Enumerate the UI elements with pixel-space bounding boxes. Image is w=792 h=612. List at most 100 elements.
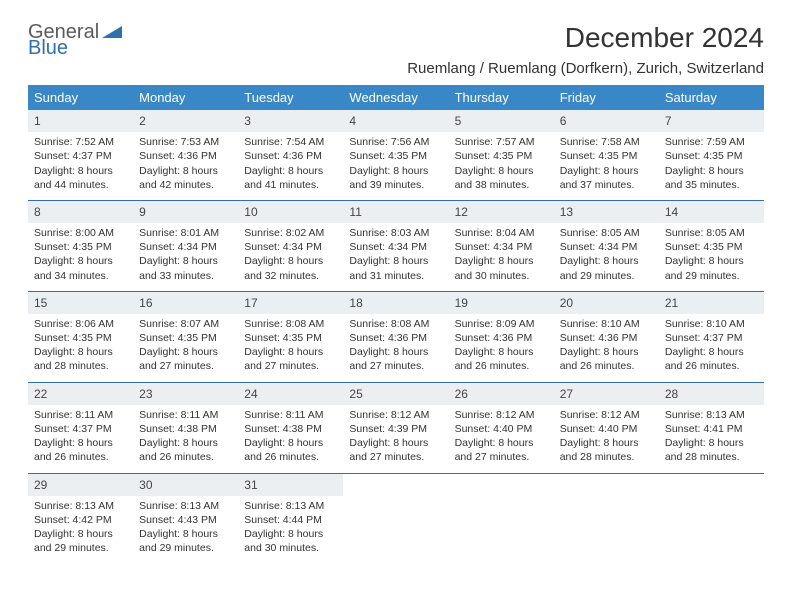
calendar-day-cell: 11Sunrise: 8:03 AMSunset: 4:34 PMDayligh…: [343, 200, 448, 291]
day-number: 13: [554, 201, 659, 223]
daylight-text: Daylight: 8 hours and 29 minutes.: [665, 254, 758, 282]
daylight-text: Daylight: 8 hours and 26 minutes.: [244, 436, 337, 464]
calendar-day-cell: 18Sunrise: 8:08 AMSunset: 4:36 PMDayligh…: [343, 291, 448, 382]
sunrise-text: Sunrise: 8:05 AM: [560, 226, 653, 240]
daylight-text: Daylight: 8 hours and 26 minutes.: [560, 345, 653, 373]
day-number: 2: [133, 110, 238, 132]
sunrise-text: Sunrise: 8:06 AM: [34, 317, 127, 331]
sunrise-text: Sunrise: 8:03 AM: [349, 226, 442, 240]
calendar-day-cell: 31Sunrise: 8:13 AMSunset: 4:44 PMDayligh…: [238, 473, 343, 563]
day-details: Sunrise: 8:08 AMSunset: 4:36 PMDaylight:…: [343, 314, 448, 382]
sunset-text: Sunset: 4:34 PM: [349, 240, 442, 254]
brand-part2: Blue: [28, 37, 68, 59]
day-number: 27: [554, 383, 659, 405]
sunset-text: Sunset: 4:36 PM: [139, 149, 232, 163]
sunset-text: Sunset: 4:36 PM: [455, 331, 548, 345]
calendar-day-cell: 22Sunrise: 8:11 AMSunset: 4:37 PMDayligh…: [28, 382, 133, 473]
sunset-text: Sunset: 4:36 PM: [244, 149, 337, 163]
day-details: Sunrise: 8:11 AMSunset: 4:37 PMDaylight:…: [28, 405, 133, 473]
sunrise-text: Sunrise: 8:12 AM: [455, 408, 548, 422]
daylight-text: Daylight: 8 hours and 35 minutes.: [665, 164, 758, 192]
day-details: Sunrise: 7:57 AMSunset: 4:35 PMDaylight:…: [449, 132, 554, 200]
day-details: Sunrise: 8:08 AMSunset: 4:35 PMDaylight:…: [238, 314, 343, 382]
day-number: 5: [449, 110, 554, 132]
daylight-text: Daylight: 8 hours and 31 minutes.: [349, 254, 442, 282]
day-details: Sunrise: 8:12 AMSunset: 4:40 PMDaylight:…: [449, 405, 554, 473]
day-details: Sunrise: 8:10 AMSunset: 4:37 PMDaylight:…: [659, 314, 764, 382]
day-details: Sunrise: 8:11 AMSunset: 4:38 PMDaylight:…: [133, 405, 238, 473]
daylight-text: Daylight: 8 hours and 30 minutes.: [455, 254, 548, 282]
sunrise-text: Sunrise: 8:10 AM: [665, 317, 758, 331]
day-number: 3: [238, 110, 343, 132]
calendar-day-cell: 30Sunrise: 8:13 AMSunset: 4:43 PMDayligh…: [133, 473, 238, 563]
sunrise-text: Sunrise: 8:00 AM: [34, 226, 127, 240]
day-number: 21: [659, 292, 764, 314]
calendar-day-cell: 13Sunrise: 8:05 AMSunset: 4:34 PMDayligh…: [554, 200, 659, 291]
sunset-text: Sunset: 4:35 PM: [139, 331, 232, 345]
calendar-day-cell: 10Sunrise: 8:02 AMSunset: 4:34 PMDayligh…: [238, 200, 343, 291]
sunset-text: Sunset: 4:43 PM: [139, 513, 232, 527]
sunset-text: Sunset: 4:41 PM: [665, 422, 758, 436]
sunset-text: Sunset: 4:35 PM: [34, 331, 127, 345]
sunset-text: Sunset: 4:35 PM: [665, 240, 758, 254]
daylight-text: Daylight: 8 hours and 30 minutes.: [244, 527, 337, 555]
sunrise-text: Sunrise: 7:53 AM: [139, 135, 232, 149]
weekday-header: Friday: [554, 85, 659, 110]
calendar-day-cell: [449, 473, 554, 563]
day-number: 25: [343, 383, 448, 405]
calendar-day-cell: 7Sunrise: 7:59 AMSunset: 4:35 PMDaylight…: [659, 110, 764, 200]
daylight-text: Daylight: 8 hours and 27 minutes.: [139, 345, 232, 373]
weekday-header: Saturday: [659, 85, 764, 110]
sunset-text: Sunset: 4:36 PM: [560, 331, 653, 345]
sunset-text: Sunset: 4:34 PM: [244, 240, 337, 254]
sunset-text: Sunset: 4:37 PM: [34, 422, 127, 436]
day-details: Sunrise: 8:06 AMSunset: 4:35 PMDaylight:…: [28, 314, 133, 382]
calendar-day-cell: 24Sunrise: 8:11 AMSunset: 4:38 PMDayligh…: [238, 382, 343, 473]
day-details: Sunrise: 8:12 AMSunset: 4:40 PMDaylight:…: [554, 405, 659, 473]
sunrise-text: Sunrise: 8:11 AM: [139, 408, 232, 422]
day-details: Sunrise: 8:04 AMSunset: 4:34 PMDaylight:…: [449, 223, 554, 291]
day-details: Sunrise: 7:58 AMSunset: 4:35 PMDaylight:…: [554, 132, 659, 200]
calendar-day-cell: 8Sunrise: 8:00 AMSunset: 4:35 PMDaylight…: [28, 200, 133, 291]
day-number: 15: [28, 292, 133, 314]
daylight-text: Daylight: 8 hours and 28 minutes.: [34, 345, 127, 373]
sunset-text: Sunset: 4:37 PM: [665, 331, 758, 345]
day-number: 29: [28, 474, 133, 496]
calendar-day-cell: 21Sunrise: 8:10 AMSunset: 4:37 PMDayligh…: [659, 291, 764, 382]
day-number: 1: [28, 110, 133, 132]
sunset-text: Sunset: 4:35 PM: [34, 240, 127, 254]
sunset-text: Sunset: 4:34 PM: [139, 240, 232, 254]
sunset-text: Sunset: 4:35 PM: [665, 149, 758, 163]
day-number: 10: [238, 201, 343, 223]
daylight-text: Daylight: 8 hours and 29 minutes.: [34, 527, 127, 555]
calendar-day-cell: 4Sunrise: 7:56 AMSunset: 4:35 PMDaylight…: [343, 110, 448, 200]
calendar-day-cell: [659, 473, 764, 563]
calendar-day-cell: 20Sunrise: 8:10 AMSunset: 4:36 PMDayligh…: [554, 291, 659, 382]
sunrise-text: Sunrise: 7:52 AM: [34, 135, 127, 149]
day-number: 12: [449, 201, 554, 223]
weekday-header: Sunday: [28, 85, 133, 110]
day-number: 18: [343, 292, 448, 314]
sunset-text: Sunset: 4:35 PM: [244, 331, 337, 345]
day-details: Sunrise: 7:52 AMSunset: 4:37 PMDaylight:…: [28, 132, 133, 200]
daylight-text: Daylight: 8 hours and 33 minutes.: [139, 254, 232, 282]
daylight-text: Daylight: 8 hours and 26 minutes.: [665, 345, 758, 373]
sunrise-text: Sunrise: 8:02 AM: [244, 226, 337, 240]
calendar-week-row: 1Sunrise: 7:52 AMSunset: 4:37 PMDaylight…: [28, 110, 764, 200]
day-number: 31: [238, 474, 343, 496]
calendar-day-cell: [554, 473, 659, 563]
day-number: 14: [659, 201, 764, 223]
daylight-text: Daylight: 8 hours and 41 minutes.: [244, 164, 337, 192]
day-number: 24: [238, 383, 343, 405]
sunrise-text: Sunrise: 7:54 AM: [244, 135, 337, 149]
calendar-week-row: 29Sunrise: 8:13 AMSunset: 4:42 PMDayligh…: [28, 473, 764, 563]
sunset-text: Sunset: 4:36 PM: [349, 331, 442, 345]
month-title: December 2024: [407, 22, 764, 54]
sunrise-text: Sunrise: 8:11 AM: [244, 408, 337, 422]
day-details: Sunrise: 8:13 AMSunset: 4:44 PMDaylight:…: [238, 496, 343, 564]
title-block: December 2024 Ruemlang / Ruemlang (Dorfk…: [407, 22, 764, 85]
sunrise-text: Sunrise: 8:12 AM: [560, 408, 653, 422]
daylight-text: Daylight: 8 hours and 28 minutes.: [665, 436, 758, 464]
sunset-text: Sunset: 4:34 PM: [455, 240, 548, 254]
weekday-header: Wednesday: [343, 85, 448, 110]
